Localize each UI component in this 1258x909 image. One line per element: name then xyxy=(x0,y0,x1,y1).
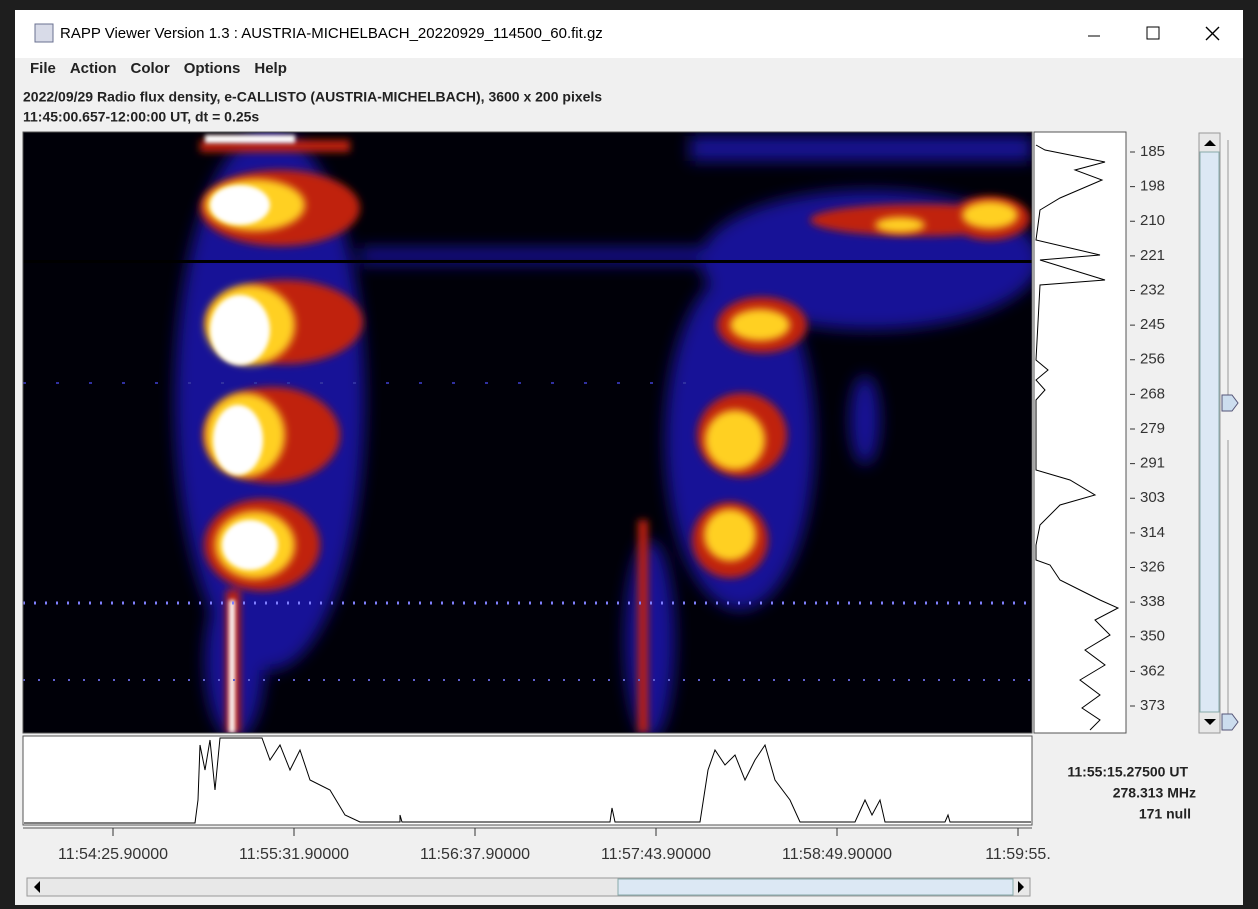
frequency-tick-label: 338 xyxy=(1140,593,1165,610)
scroll-left[interactable] xyxy=(34,881,40,893)
frequency-tick-label: 314 xyxy=(1140,524,1165,541)
scroll-right[interactable] xyxy=(1018,881,1024,893)
frequency-tick-label: 245 xyxy=(1140,316,1165,333)
time-tick-label: 11:58:49.90000 xyxy=(782,846,892,863)
app-icon xyxy=(34,23,54,43)
frequency-tick-label: 362 xyxy=(1140,662,1165,679)
frequency-tick-label: 303 xyxy=(1140,489,1165,506)
frequency-tick-label: 326 xyxy=(1140,558,1165,575)
slider-thumb[interactable] xyxy=(1221,394,1239,412)
menu-item[interactable]: Color xyxy=(131,60,170,77)
slider-thumb[interactable] xyxy=(1221,713,1239,731)
light-curve-panel xyxy=(22,735,1033,826)
time-tick-label: 11:59:55. xyxy=(985,846,1051,863)
spectrogram-border xyxy=(22,131,1033,734)
frequency-tick-label: 268 xyxy=(1140,385,1165,402)
frequency-tick-label: 198 xyxy=(1140,178,1165,195)
frequency-axis: 185 198 210 221 232 245 256 268 279 291 303 314 326 3… xyxy=(1130,143,1165,714)
maximize-button[interactable] xyxy=(1146,26,1160,40)
time-tick-label: 11:54:25.90000 xyxy=(58,846,168,863)
title-bar xyxy=(15,10,1243,58)
time-tick-label: 11:57:43.90000 xyxy=(601,846,711,863)
frequency-tick-label: 210 xyxy=(1140,212,1165,229)
cursor-frequency: 278.313 MHz xyxy=(1113,785,1196,801)
profile-panel xyxy=(1033,131,1127,734)
scroll-thumb[interactable] xyxy=(617,878,1014,896)
spectrogram xyxy=(23,132,1032,733)
cursor-time: 11:55:15.27500 UT xyxy=(1067,764,1188,780)
frequency-tick-label: 185 xyxy=(1140,143,1165,160)
header-line: 11:45:00.657-12:00:00 UT, dt = 0.25s xyxy=(23,109,259,125)
scroll-down[interactable] xyxy=(1204,719,1216,725)
profile-curve xyxy=(1035,144,1120,731)
time-tick-label: 11:56:37.90000 xyxy=(420,846,530,863)
menu-item[interactable]: File xyxy=(30,60,56,77)
time-axis-labels: 11:54:25.90000 11:55:31.90000 11:56:37.900… xyxy=(58,828,1051,863)
frequency-tick-label: 350 xyxy=(1140,628,1165,645)
menu-item[interactable]: Help xyxy=(254,60,287,77)
scroll-thumb[interactable] xyxy=(1199,151,1220,713)
menu-item[interactable]: Action xyxy=(70,60,117,77)
time-tick-label: 11:55:31.90000 xyxy=(239,846,349,863)
window-title: RAPP Viewer Version 1.3 : AUSTRIA-MICHEL… xyxy=(60,25,603,42)
menu-bar: File Action Color Options Help xyxy=(30,60,287,77)
frequency-tick-label: 232 xyxy=(1140,281,1165,298)
close-button[interactable] xyxy=(1205,26,1220,41)
frequency-tick-label: 279 xyxy=(1140,420,1165,437)
frequency-tick-label: 291 xyxy=(1140,455,1165,472)
menu-item[interactable]: Options xyxy=(184,60,241,77)
header-line: 2022/09/29 Radio flux density, e-CALLIST… xyxy=(23,89,602,105)
frequency-tick-label: 373 xyxy=(1140,697,1165,714)
light-curve xyxy=(24,737,1031,824)
cursor-value: 171 null xyxy=(1139,806,1191,822)
scroll-up[interactable] xyxy=(1204,140,1216,146)
frequency-tick-label: 256 xyxy=(1140,351,1165,368)
frequency-tick-label: 221 xyxy=(1140,247,1165,264)
